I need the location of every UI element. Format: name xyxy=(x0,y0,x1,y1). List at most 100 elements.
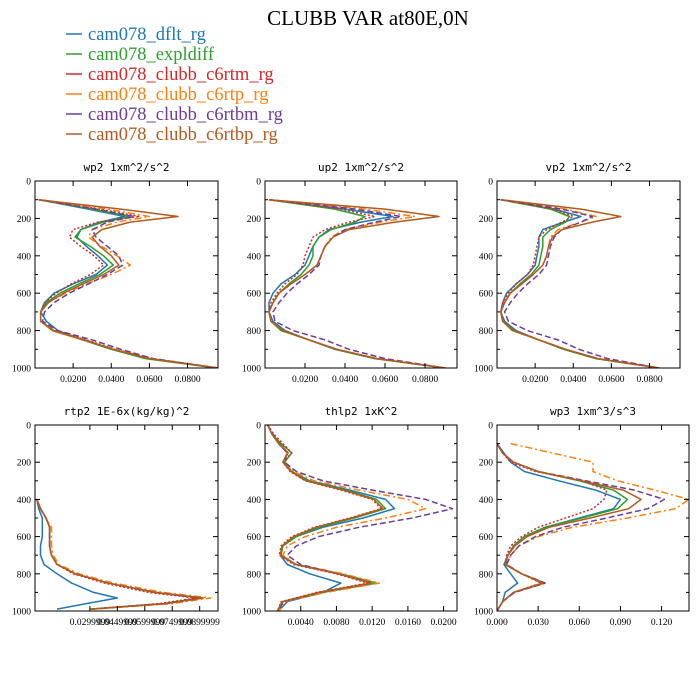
y-tick-label: 600 xyxy=(17,290,32,300)
series-group xyxy=(38,198,218,368)
x-tick-label: 0.120 xyxy=(651,618,673,628)
y-tick-label: 0 xyxy=(26,422,31,432)
x-tick-label: 0.090 xyxy=(610,618,632,628)
series-line-cam078_clubb_c6rtp_rg xyxy=(267,425,427,611)
y-tick-label: 400 xyxy=(17,496,32,506)
series-line-cam078_clubb_c6rtm_rg xyxy=(268,198,446,368)
series-line-cam078_clubb_c6rtbp_rg xyxy=(36,499,205,610)
series-line-cam078_dflt_rg xyxy=(497,443,622,611)
plot-frame xyxy=(496,180,681,369)
panel-title: up2 1xm^2/s^2 xyxy=(318,161,404,174)
x-tick-label: 0.060 xyxy=(569,618,591,628)
x-tick-label: 0.0800 xyxy=(174,375,200,385)
plot-frame xyxy=(34,180,219,369)
x-tick-label: 0.0449999 xyxy=(97,618,138,628)
x-tick-label: 0.000 xyxy=(486,618,508,628)
series-line-cam078_clubb_c6rtm_rg xyxy=(497,443,608,611)
y-tick-label: 1000 xyxy=(242,365,261,375)
series-group xyxy=(36,499,212,610)
legend-entry: cam078_clubb_c6rtp_rg xyxy=(66,85,269,105)
x-tick-label: 0.0749999 xyxy=(152,618,193,628)
panel: vp2 1xm^2/s^2 0 200 400 600 800 1000 0.0200 0.04… xyxy=(474,161,681,385)
x-tick-label: 0.0200 xyxy=(522,375,548,385)
series-group xyxy=(268,198,446,368)
y-tick-label: 1000 xyxy=(242,608,261,618)
legend-label: cam078_clubb_c6rtp_rg xyxy=(88,85,269,105)
y-tick-label: 0 xyxy=(256,422,261,432)
legend-label: cam078_clubb_c6rtbp_rg xyxy=(88,125,278,145)
x-tick-label: 0.0400 xyxy=(98,375,124,385)
series-line-cam078_clubb_c6rtbm_rg xyxy=(38,198,218,368)
x-tick-label: 0.0080 xyxy=(323,618,349,628)
series-line-cam078_clubb_c6rtbp_rg xyxy=(38,198,218,368)
legend-label: cam078_clubb_c6rtm_rg xyxy=(88,65,274,85)
series-line-cam078_expldiff xyxy=(36,499,201,610)
plot-frame xyxy=(34,424,219,612)
x-tick-label: 0.0800 xyxy=(412,375,438,385)
series-line-cam078_clubb_c6rtbm_rg xyxy=(497,443,666,611)
y-tick-label: 600 xyxy=(479,533,494,543)
y-tick-label: 200 xyxy=(17,215,32,225)
y-tick-label: 400 xyxy=(247,496,262,506)
y-tick-label: 800 xyxy=(479,327,494,337)
series-line-cam078_dflt_rg xyxy=(268,198,446,368)
series-line-cam078_clubb_c6rtp_rg xyxy=(497,442,689,611)
x-tick-label: 0.0600 xyxy=(372,375,398,385)
y-tick-label: 200 xyxy=(479,215,494,225)
x-tick-label: 0.0040 xyxy=(288,618,314,628)
y-tick-label: 600 xyxy=(247,533,262,543)
legend-entry: cam078_clubb_c6rtm_rg xyxy=(66,65,274,85)
series-line-cam078_clubb_c6rtbm_rg xyxy=(268,198,446,368)
panel-title: vp2 1xm^2/s^2 xyxy=(545,161,631,174)
panel: rtp2 1E-6x(kg/kg)^2 0 200 400 600 800 1000 0.02… xyxy=(12,405,220,628)
legend-entry: cam078_expldiff xyxy=(66,45,215,65)
legend-entry: cam078_clubb_c6rtbp_rg xyxy=(66,125,278,145)
series-line-cam078_clubb_c6rtbp_rg xyxy=(267,425,384,611)
x-tick-label: 0.0120 xyxy=(359,618,385,628)
legend-label: cam078_dflt_rg xyxy=(88,25,206,45)
y-tick-label: 800 xyxy=(247,327,262,337)
y-tick-label: 600 xyxy=(479,290,494,300)
x-tick-label: 0.0200 xyxy=(431,618,457,628)
series-line-cam078_dflt_rg xyxy=(38,198,218,368)
y-tick-label: 200 xyxy=(247,459,262,469)
y-tick-label: 1000 xyxy=(474,608,493,618)
y-tick-label: 0 xyxy=(488,178,493,188)
y-tick-label: 800 xyxy=(479,570,494,580)
x-tick-label: 0.0800 xyxy=(636,375,662,385)
x-tick-label: 0.0200 xyxy=(60,375,86,385)
series-line-cam078_expldiff xyxy=(268,198,446,368)
x-tick-label: 0.0600 xyxy=(136,375,162,385)
x-tick-label: 0.0299999 xyxy=(70,618,111,628)
y-tick-label: 0 xyxy=(26,178,31,188)
y-tick-label: 800 xyxy=(17,327,32,337)
series-line-cam078_clubb_c6rtbm_rg xyxy=(36,499,203,610)
panel: thlp2 1xK^2 0 200 400 600 800 1000 0.0040 0.0080… xyxy=(242,405,458,628)
y-tick-label: 800 xyxy=(17,570,32,580)
y-tick-label: 400 xyxy=(17,252,32,262)
panel-title: thlp2 1xK^2 xyxy=(325,405,398,418)
legend-entry: cam078_dflt_rg xyxy=(66,25,206,45)
legend-entry: cam078_clubb_c6rtbm_rg xyxy=(66,105,283,125)
x-tick-label: 0.0400 xyxy=(332,375,358,385)
panel-title: wp2 1xm^2/s^2 xyxy=(83,161,169,174)
series-line-cam078_clubb_c6rtbp_rg xyxy=(500,198,660,368)
series-line-cam078_expldiff xyxy=(38,198,217,368)
series-group xyxy=(500,198,660,368)
x-tick-label: 0.0899999 xyxy=(180,618,221,628)
x-tick-label: 0.030 xyxy=(527,618,549,628)
legend: cam078_dflt_rgcam078_expldiffcam078_club… xyxy=(66,25,283,145)
figure-title: CLUBB VAR at80E,0N xyxy=(267,6,469,30)
panels: wp2 1xm^2/s^2 0 200 400 600 800 1000 0.0200 0.04… xyxy=(12,161,690,628)
panel-title: wp3 1xm^3/s^3 xyxy=(550,405,636,418)
x-tick-label: 0.0599999 xyxy=(125,618,166,628)
y-tick-label: 400 xyxy=(479,252,494,262)
y-tick-label: 1000 xyxy=(12,608,31,618)
x-tick-label: 0.0200 xyxy=(292,375,318,385)
y-tick-label: 1000 xyxy=(12,365,31,375)
y-tick-label: 600 xyxy=(247,290,262,300)
y-tick-label: 400 xyxy=(247,252,262,262)
x-tick-label: 0.0160 xyxy=(395,618,421,628)
series-line-cam078_clubb_c6rtbp_rg xyxy=(268,198,446,368)
